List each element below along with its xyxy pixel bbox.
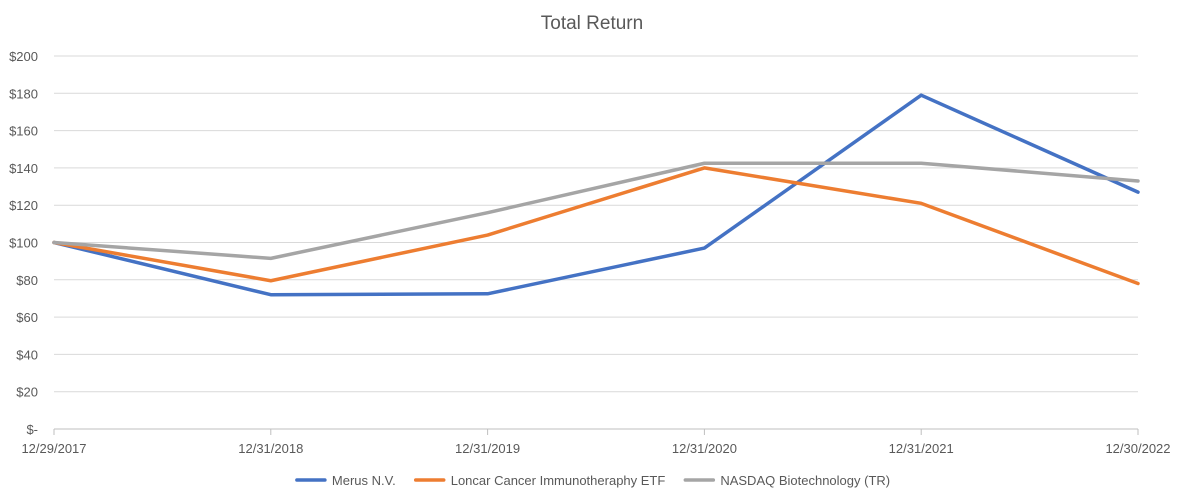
x-tick-label: 12/31/2019: [455, 441, 520, 456]
y-tick-label: $40: [16, 347, 38, 362]
x-tick-label: 12/31/2020: [672, 441, 737, 456]
x-tick-label: 12/31/2021: [889, 441, 954, 456]
y-tick-label: $180: [9, 86, 38, 101]
legend-item-1: Loncar Cancer Immunotheraphy ETF: [413, 473, 666, 488]
y-tick-label: $60: [16, 310, 38, 325]
y-tick-label: $100: [9, 236, 38, 251]
y-tick-label: $20: [16, 385, 38, 400]
legend-item-0: Merus N.V.: [295, 473, 396, 488]
legend: Merus N.V. Loncar Cancer Immunotheraphy E…: [295, 473, 890, 488]
legend-label: Merus N.V.: [332, 473, 396, 488]
y-tick-label: $160: [9, 124, 38, 139]
chart-title: Total Return: [541, 13, 643, 34]
series-lines: [52, 93, 1140, 297]
axes: $- $20 $40 $60 $80 $100 $120 $140 $160 $180 $200 12…: [9, 49, 1170, 456]
legend-label: Loncar Cancer Immunotheraphy ETF: [451, 473, 666, 488]
series-line-2: [52, 161, 1140, 261]
x-tick-label: 12/31/2018: [238, 441, 303, 456]
series-line-1: [52, 166, 1140, 286]
legend-item-2: NASDAQ Biotechnology (TR): [683, 473, 890, 488]
y-tick-label: $140: [9, 161, 38, 176]
series-line-0: [52, 93, 1140, 297]
legend-label: NASDAQ Biotechnology (TR): [720, 473, 890, 488]
x-tick-label: 12/30/2022: [1105, 441, 1170, 456]
y-tick-label: $120: [9, 198, 38, 213]
y-tick-label: $-: [26, 422, 38, 437]
x-tick-label: 12/29/2017: [21, 441, 86, 456]
gridlines: [54, 55, 1138, 393]
y-tick-label: $200: [9, 49, 38, 64]
y-tick-label: $80: [16, 273, 38, 288]
